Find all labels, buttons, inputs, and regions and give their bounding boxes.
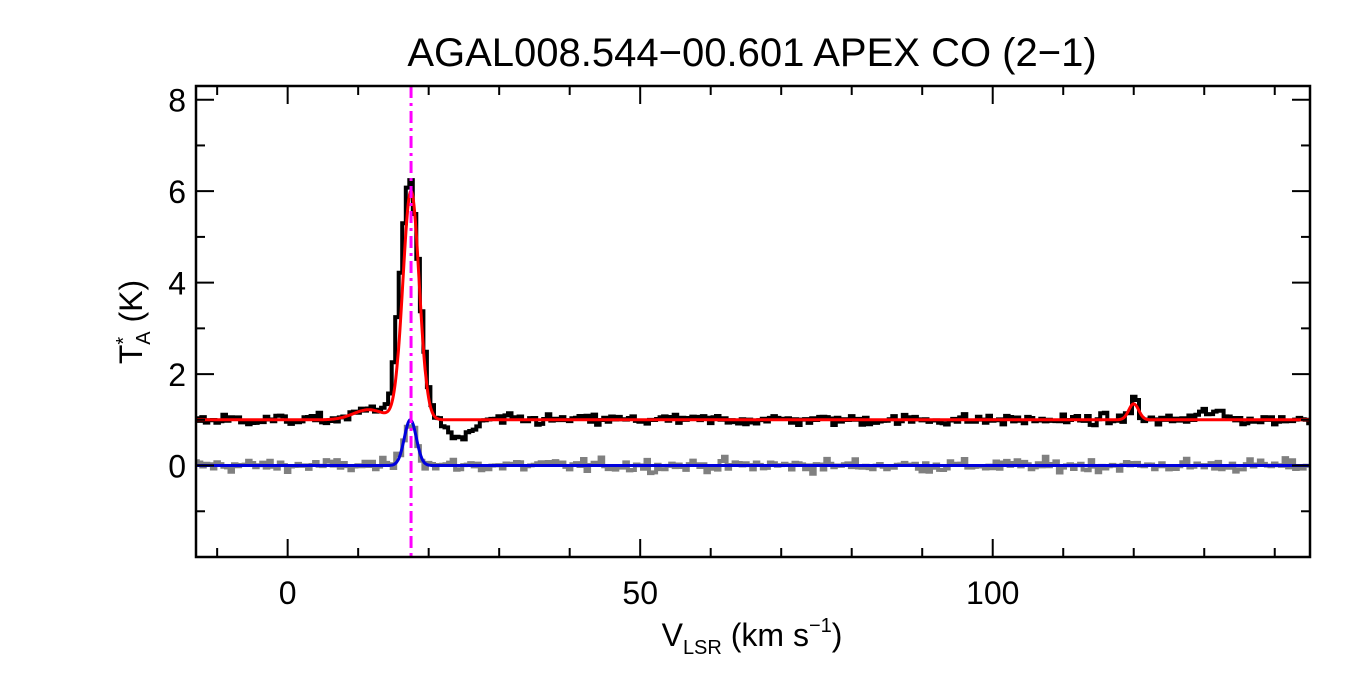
y-tick-label: 6 <box>168 174 186 210</box>
series-2-histogram <box>196 424 1310 476</box>
x-label-sup: −1 <box>809 615 832 637</box>
y-label-unit: (K) <box>113 280 149 332</box>
y-tick-label: 4 <box>168 266 186 302</box>
x-label-close: ) <box>832 617 843 653</box>
y-tick-label: 8 <box>168 83 186 119</box>
y-label-sub: A <box>133 331 155 345</box>
series-3-fit-line <box>196 418 1310 467</box>
axes: 0 50 100 0 2 4 6 8 <box>168 83 1312 611</box>
plot-inner <box>196 86 1310 557</box>
series-0-histogram <box>196 178 1310 442</box>
y-axis-label: T*A (K) <box>113 280 155 364</box>
plot-frame <box>194 84 1312 559</box>
plot-area <box>196 86 1310 557</box>
y-axis-label-group: T*A (K) <box>113 280 155 364</box>
x-label-unit: (km s <box>722 617 809 653</box>
x-label-sub: LSR <box>683 637 722 659</box>
x-axis-label: VLSR (km s−1) <box>662 615 843 659</box>
y-tick-label: 2 <box>168 357 186 393</box>
x-label-main: V <box>662 617 684 653</box>
y-axis-label-text: T*A (K) <box>113 280 155 364</box>
chart-title: AGAL008.544−00.601 APEX CO (2−1) <box>407 31 1096 75</box>
y-tick-label: 0 <box>168 449 186 485</box>
x-tick-label: 50 <box>622 575 658 611</box>
y-label-sup: * <box>113 337 135 345</box>
y-label-main: T <box>113 345 149 365</box>
series-1-fit-line <box>196 188 1310 422</box>
x-tick-label: 0 <box>279 575 297 611</box>
x-tick-label: 100 <box>966 575 1019 611</box>
x-axis-label-text: VLSR (km s−1) <box>662 615 843 659</box>
